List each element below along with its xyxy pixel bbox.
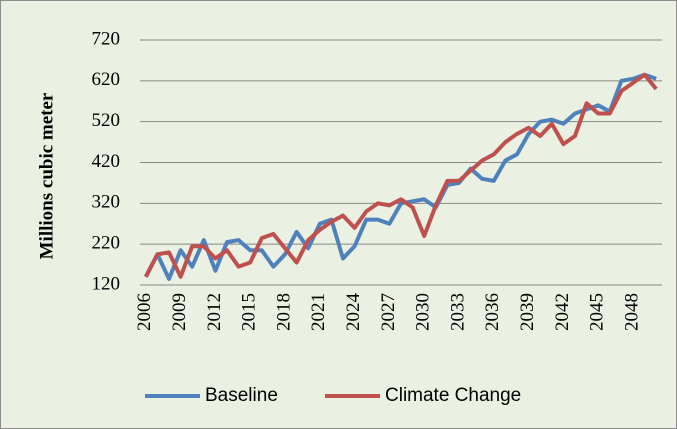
legend-label: Baseline (205, 385, 278, 406)
y-tick-label: 720 (92, 28, 121, 49)
x-tick-label: 2012 (204, 293, 225, 331)
x-tick-label: 2024 (343, 293, 364, 332)
x-tick-label: 2021 (308, 293, 329, 331)
y-axis-label: Millions cubic meter (36, 92, 57, 259)
x-tick-label: 2048 (621, 293, 642, 331)
y-tick-label: 620 (92, 69, 121, 90)
y-tick-label: 120 (92, 273, 121, 294)
x-tick-label: 2036 (482, 293, 503, 331)
y-tick-label: 220 (92, 233, 121, 254)
x-tick-label: 2027 (378, 293, 399, 331)
y-tick-label: 320 (92, 192, 121, 213)
series-line (144, 72, 658, 279)
series-line (144, 72, 657, 281)
x-tick-label: 2039 (517, 293, 538, 331)
x-tick-label: 2030 (413, 293, 434, 331)
x-tick-label: 2006 (134, 293, 155, 331)
x-tick-label: 2042 (552, 293, 573, 331)
x-tick-label: 2033 (447, 293, 468, 331)
y-tick-label: 420 (92, 151, 121, 172)
legend-label: Climate Change (385, 385, 521, 406)
y-tick-label: 520 (92, 110, 121, 131)
x-tick-label: 2009 (169, 293, 190, 331)
x-tick-label: 2015 (239, 293, 260, 331)
x-tick-label: 2045 (587, 293, 608, 331)
x-tick-label: 2018 (273, 293, 294, 331)
